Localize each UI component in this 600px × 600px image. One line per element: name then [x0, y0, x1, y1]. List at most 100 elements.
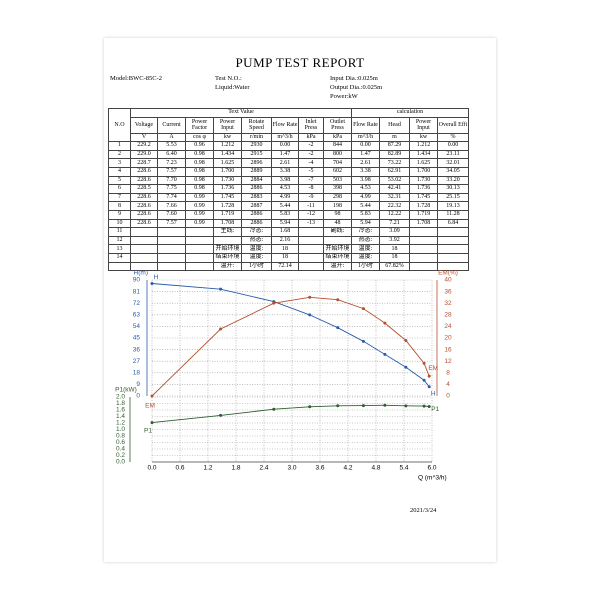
y-tick-label: 9 — [136, 381, 140, 388]
table-row: 12 热态: 2.16 热态: 3.92 — [108, 235, 470, 246]
output-dia: Output Dia.:0.025m — [330, 84, 383, 91]
y-tick-label: 1.8 — [116, 400, 125, 407]
data-point — [404, 404, 408, 408]
data-point — [361, 339, 365, 343]
y-tick-label: 40 — [444, 277, 452, 284]
data-point — [150, 394, 154, 398]
y2-axis-title: EM(%) — [438, 270, 458, 277]
column-header: Rotate Speed — [241, 116, 272, 134]
x-tick-label: 1.2 — [203, 465, 212, 472]
data-point — [308, 405, 312, 409]
data-point — [427, 374, 431, 378]
y-tick-label: 36 — [444, 288, 452, 295]
y-tick-label: 0.0 — [116, 459, 125, 466]
data-point — [427, 404, 431, 408]
curve-label: H — [431, 390, 436, 397]
x-tick-label: 5.4 — [399, 465, 408, 472]
test-no: Test N.O.: — [215, 75, 242, 82]
data-point — [219, 287, 223, 291]
y-tick-label: 1.6 — [116, 407, 125, 414]
liquid: Liquid:Water — [215, 84, 250, 91]
x-tick-label: 3.0 — [287, 465, 296, 472]
y-tick-label: 32 — [444, 300, 452, 307]
data-point — [404, 339, 408, 343]
header-row: Voltage Current Power Factor Power Input Rot… — [109, 116, 470, 134]
data-point — [422, 361, 426, 365]
y-tick-label: 4 — [446, 381, 450, 388]
y-tick-label: 0 — [446, 393, 450, 400]
y-tick-label: 20 — [444, 335, 452, 342]
table-row: 10 228.6 7.57 0.99 1.708 2886 5.94 -13 48 5.94 7.2… — [108, 218, 470, 229]
x-tick-label: 4.8 — [371, 465, 380, 472]
y-tick-label: 72 — [133, 300, 141, 307]
model: Model:BWC-85C-2 — [110, 75, 162, 82]
curve-label: EM — [145, 403, 155, 410]
y-tick-label: 0.8 — [116, 433, 125, 440]
y-tick-label: 63 — [133, 312, 141, 319]
curve-label: P1 — [144, 427, 152, 434]
data-point — [150, 421, 154, 425]
data-point — [272, 407, 276, 411]
input-dia: Input Dia.:0.025m — [330, 75, 378, 82]
column-header: Outlet Press — [322, 116, 353, 134]
data-point — [336, 298, 340, 302]
series-line — [151, 296, 430, 397]
data-point — [404, 365, 408, 369]
data-point — [219, 327, 223, 331]
y-tick-label: 54 — [133, 323, 141, 330]
y-tick-label: 27 — [133, 358, 141, 365]
table-row: 7 228.6 7.74 0.99 1.745 2883 4.99 -9 298 4.99 32.3… — [108, 192, 470, 203]
x-tick-label: 6.0 — [427, 465, 436, 472]
data-point — [150, 281, 154, 285]
y-tick-label: 45 — [133, 335, 141, 342]
x-axis-title: Q (m^3/h) — [418, 475, 447, 482]
data-point — [308, 313, 312, 317]
series-line — [151, 404, 430, 424]
y-tick-label: 1.0 — [116, 426, 125, 433]
y-tick-label: 2.0 — [116, 394, 125, 401]
data-point — [272, 301, 276, 305]
power: Power:kW — [330, 93, 358, 100]
y-tick-label: 18 — [133, 370, 141, 377]
data-point — [422, 378, 426, 382]
date: 2021/3/24 — [410, 507, 437, 514]
data-point — [336, 326, 340, 330]
data-table: N.O Text Value calculation Voltage Current Po… — [108, 107, 470, 272]
table-row: 2 229.0 6.40 0.98 1.434 2915 1.47 -2 800 1.47 82.8… — [108, 149, 470, 160]
data-point — [219, 413, 223, 417]
y-tick-label: 36 — [133, 346, 141, 353]
data-point — [361, 404, 365, 408]
cell: 温升: — [322, 261, 353, 272]
y-tick-label: 16 — [444, 346, 452, 353]
y-tick-label: 0.4 — [116, 446, 125, 453]
column-header: Head — [379, 116, 411, 134]
y-tick-label: 0.2 — [116, 452, 125, 459]
series-line — [151, 283, 430, 387]
curve-label: EM — [428, 365, 438, 372]
table-row: 温升: 1小时 72.14 温升: 1小时 67.82% — [108, 261, 470, 272]
data-point — [336, 404, 340, 408]
y-tick-label: 12 — [444, 358, 452, 365]
report-title: PUMP TEST REPORT — [235, 55, 365, 70]
data-point — [361, 307, 365, 311]
y-tick-label: 81 — [133, 288, 141, 295]
data-point — [383, 352, 387, 356]
x-tick-label: 4.2 — [343, 465, 352, 472]
x-tick-label: 2.4 — [259, 465, 268, 472]
curve-label: H — [154, 274, 159, 281]
x-tick-label: 1.8 — [231, 465, 240, 472]
curve-label: P1 — [431, 406, 439, 413]
data-point — [383, 321, 387, 325]
data-point — [383, 403, 387, 407]
y-tick-label: 8 — [446, 370, 450, 377]
cell — [437, 261, 470, 272]
y-axis-title: H(m) — [134, 270, 148, 277]
y-tick-label: 1.4 — [116, 413, 125, 420]
y-tick-label: 24 — [444, 323, 452, 330]
x-tick-label: 0.0 — [147, 465, 156, 472]
y-tick-label: 0 — [136, 393, 140, 400]
column-header: Overall Effi — [437, 116, 470, 134]
y3-axis-title: P1(kW) — [115, 387, 137, 394]
